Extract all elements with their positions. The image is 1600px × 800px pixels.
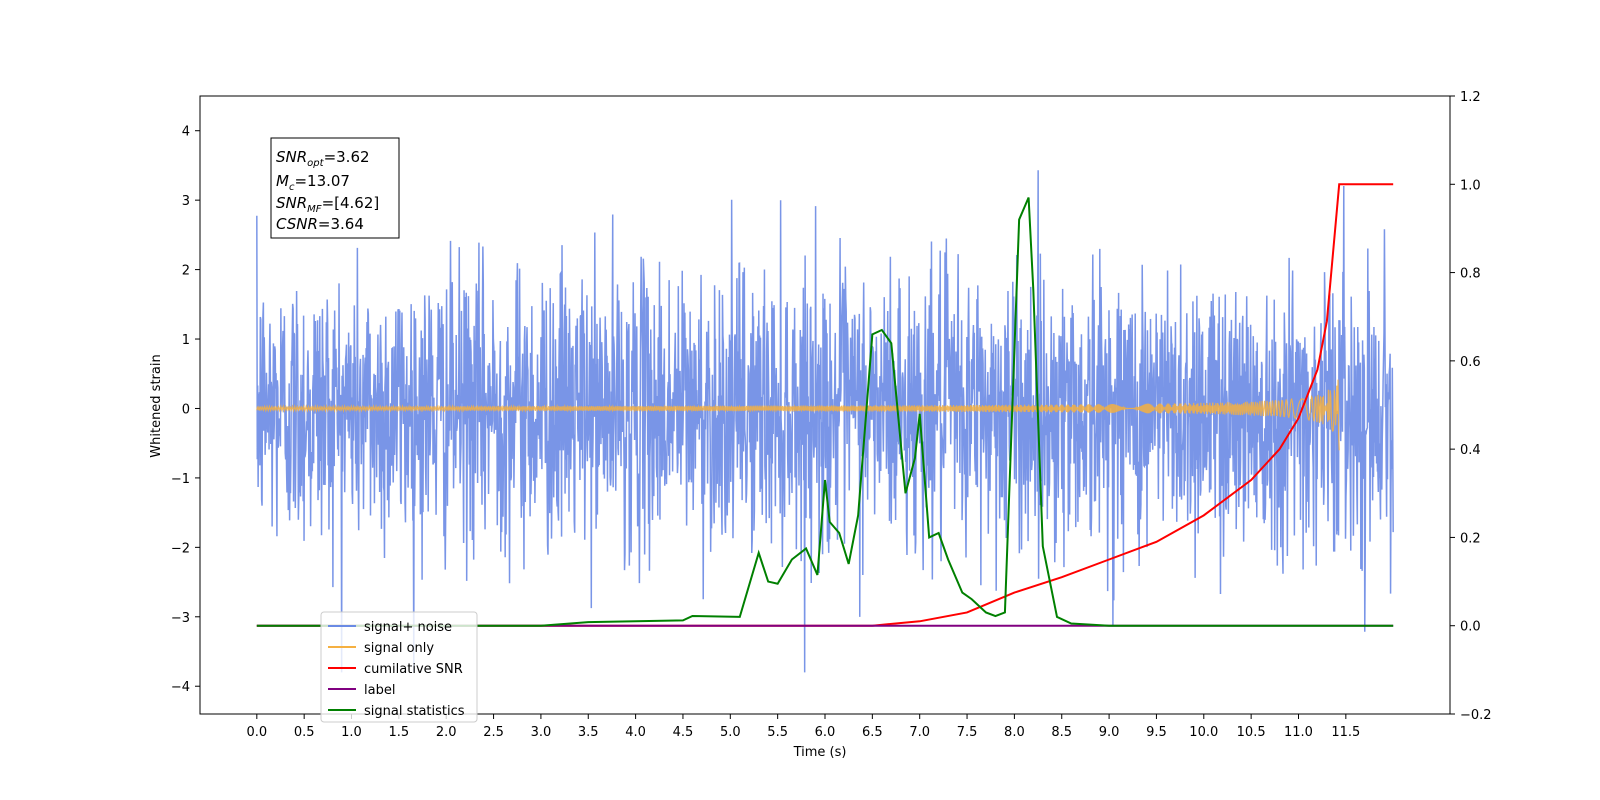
x-tick-label: 1.5 — [389, 725, 410, 740]
y-tick-label-left: −2 — [171, 541, 190, 556]
y-tick-label-right: 0.6 — [1460, 355, 1481, 370]
y-tick-label-right: 1.0 — [1460, 178, 1481, 193]
stats-annotation-box: SNRopt=3.62 Mc=13.07 SNRMF=[4.62] CSNR=3… — [270, 137, 400, 239]
y-axis-left: 4 3 2 1 0 −1 −2 −3 −4 — [171, 125, 200, 695]
x-tick-label: 3.5 — [578, 725, 599, 740]
x-tick-label: 2.5 — [483, 725, 504, 740]
x-tick-label: 5.5 — [767, 725, 788, 740]
x-tick-label: 10.0 — [1189, 725, 1218, 740]
legend-label: label — [364, 683, 395, 698]
series-signal-only — [256, 379, 1340, 451]
x-tick-label: 10.5 — [1237, 725, 1266, 740]
snr-opt-text: SNRopt=3.62 — [276, 148, 370, 169]
series-signal-noise — [256, 170, 1394, 673]
series-signal-statistics — [256, 197, 1394, 627]
series-cumilative-snr — [256, 183, 1394, 627]
x-tick-label: 11.0 — [1284, 725, 1313, 740]
y-tick-label-right: 1.2 — [1460, 90, 1481, 105]
y-tick-label-left: 3 — [182, 194, 190, 209]
legend-label: signal+ noise — [364, 620, 452, 635]
x-tick-label: 9.5 — [1146, 725, 1167, 740]
y-tick-label-left: 1 — [182, 333, 190, 348]
y-tick-label-right: 0.0 — [1460, 620, 1481, 635]
x-tick-label: 6.5 — [862, 725, 883, 740]
y-tick-label-right: 0.4 — [1460, 443, 1481, 458]
y-tick-label-left: 2 — [182, 264, 190, 279]
legend-label: signal statistics — [364, 704, 465, 719]
legend-label: cumilative SNR — [364, 662, 463, 677]
x-tick-label: 8.5 — [1051, 725, 1072, 740]
x-tick-label: 0.5 — [294, 725, 315, 740]
x-tick-label: 9.0 — [1099, 725, 1120, 740]
y-tick-label-left: −1 — [171, 472, 190, 487]
legend: signal+ noise signal only cumilative SNR la… — [320, 611, 478, 723]
y-tick-label-left: 0 — [182, 402, 190, 417]
x-tick-label: 4.0 — [625, 725, 646, 740]
x-tick-label: 0.0 — [246, 725, 267, 740]
y-axis-right: 1.2 1.0 0.8 0.6 0.4 0.2 0.0 −0.2 — [1450, 90, 1492, 723]
y-tick-label-right: 0.2 — [1460, 531, 1481, 546]
x-tick-label: 3.0 — [531, 725, 552, 740]
chart-series-layer — [256, 170, 1394, 673]
snr-mf-text: SNRMF=[4.62] — [276, 194, 379, 215]
legend-label: signal only — [364, 641, 434, 656]
x-tick-label: 2.0 — [436, 725, 457, 740]
x-tick-label: 8.0 — [1004, 725, 1025, 740]
x-tick-label: 1.0 — [341, 725, 362, 740]
x-tick-label: 7.0 — [909, 725, 930, 740]
y-tick-label-left: −3 — [171, 611, 190, 626]
y-tick-label-right: 0.8 — [1460, 267, 1481, 282]
y-tick-label-left: −4 — [171, 680, 190, 695]
csnr-text: CSNR=3.64 — [276, 215, 364, 233]
x-tick-label: 11.5 — [1331, 725, 1360, 740]
x-tick-label: 6.0 — [815, 725, 836, 740]
x-axis-title: Time (s) — [793, 745, 847, 760]
x-tick-label: 7.5 — [957, 725, 978, 740]
x-tick-label: 4.5 — [673, 725, 694, 740]
x-axis: 0.0 0.5 1.0 1.5 2.0 2.5 3.0 3.5 4.0 4.5 5.0 5.5 6.0 6… — [246, 714, 1360, 740]
y-axis-title: Whitened strain — [149, 354, 164, 457]
y-tick-label-left: 4 — [182, 125, 190, 140]
legend-frame — [320, 611, 478, 723]
mc-text: Mc=13.07 — [276, 172, 350, 193]
y-tick-label-right: −0.2 — [1460, 708, 1492, 723]
x-tick-label: 5.0 — [720, 725, 741, 740]
